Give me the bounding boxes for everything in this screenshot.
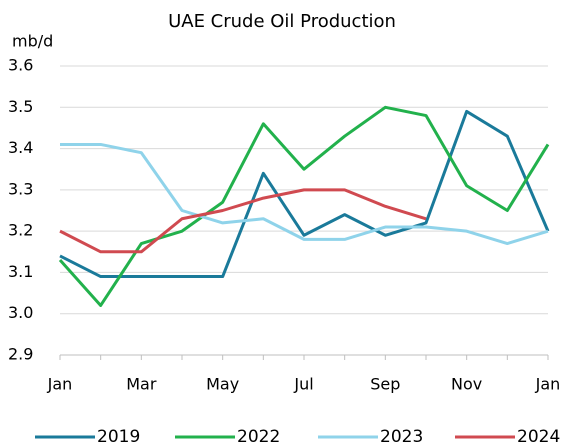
legend-label: 2022	[237, 427, 280, 447]
x-tick-label: May	[206, 375, 239, 394]
y-tick-label: 3.0	[8, 303, 33, 322]
series-line	[58, 105, 550, 307]
x-tick-label: Mar	[126, 375, 157, 394]
y-tick-label: 3.1	[8, 262, 33, 281]
x-tick-label: Jan	[47, 375, 73, 394]
x-tick-label: Jul	[293, 375, 313, 394]
chart-title: UAE Crude Oil Production	[168, 11, 396, 32]
series-line	[59, 188, 427, 254]
y-tick-label: 3.6	[8, 56, 33, 75]
x-tick-label: Nov	[451, 375, 482, 394]
y-tick-label: 3.5	[8, 97, 33, 116]
legend-label: 2019	[97, 427, 140, 447]
y-tick-label: 3.3	[8, 179, 33, 198]
y-axis-label: mb/d	[12, 32, 53, 51]
y-tick-label: 3.4	[8, 138, 33, 157]
legend-label: 2024	[517, 427, 560, 447]
y-tick-label: 3.2	[8, 221, 33, 240]
series-line	[59, 109, 550, 279]
y-tick-label: 2.9	[8, 345, 33, 364]
series-line	[60, 142, 549, 246]
legend-label: 2023	[380, 427, 423, 447]
x-tick-label: Jan	[535, 375, 561, 394]
x-tick-label: Sep	[370, 375, 400, 394]
